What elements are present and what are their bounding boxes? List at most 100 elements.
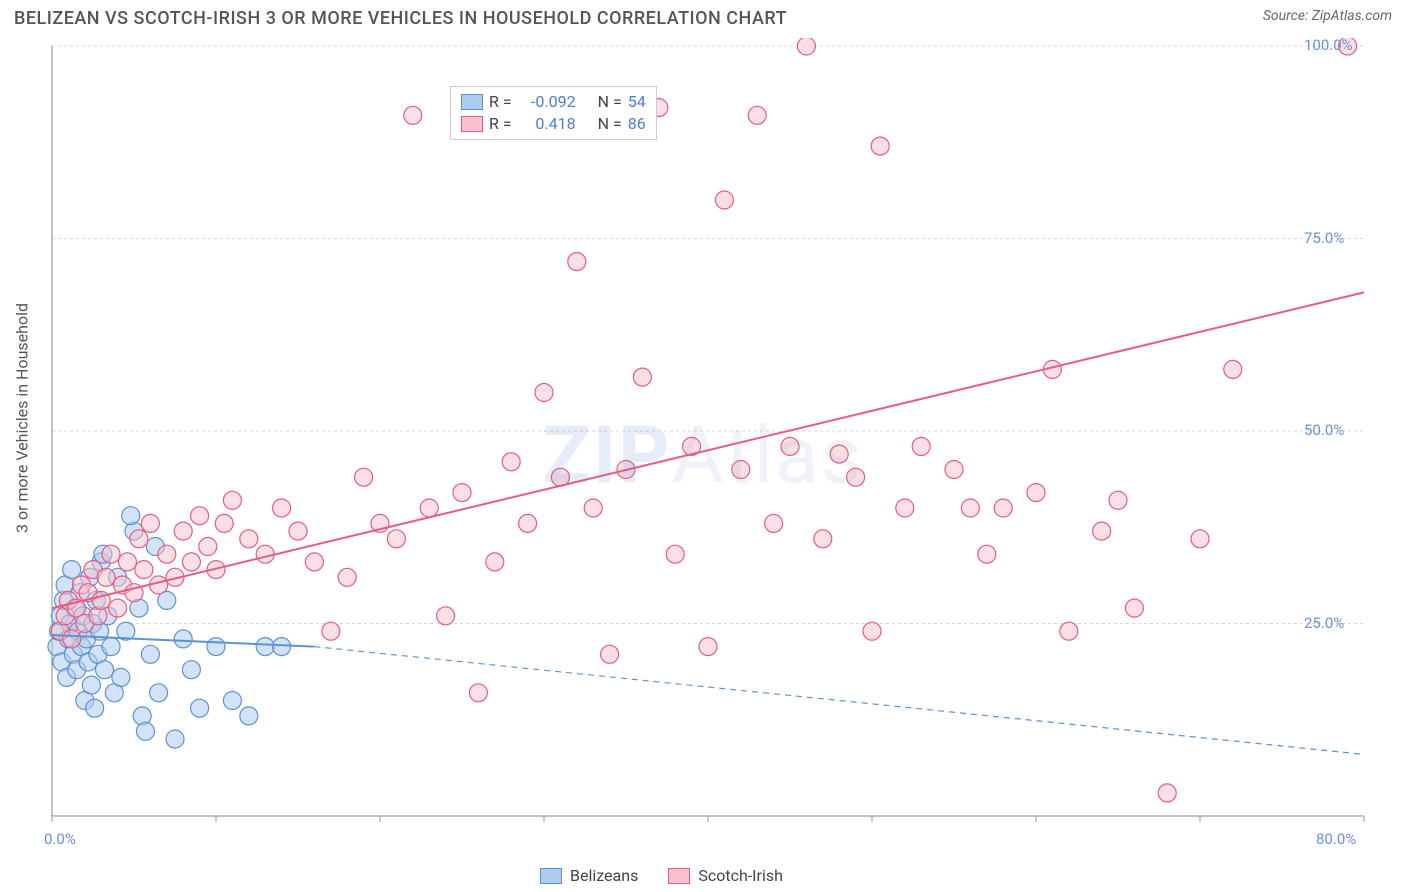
- chart-area: 3 or more Vehicles in Household ZIPAtlas…: [0, 38, 1406, 892]
- belizeans-point: [136, 722, 154, 740]
- legend-n-value: 54: [628, 91, 646, 113]
- scotch_irish-point: [601, 645, 619, 663]
- chart-header: BELIZEAN VS SCOTCH-IRISH 3 OR MORE VEHIC…: [0, 0, 1406, 33]
- belizeans-point: [273, 638, 291, 656]
- source-label: Source:: [1263, 8, 1308, 24]
- belizeans-point: [63, 561, 81, 579]
- legend-stat-row: R =-0.092N =54: [461, 91, 646, 113]
- legend-item: Scotch-Irish: [668, 866, 783, 885]
- scotch_irish-point: [863, 622, 881, 640]
- scotch_irish-point: [486, 553, 504, 571]
- belizeans-point: [141, 645, 159, 663]
- scotch_irish-point: [961, 499, 979, 517]
- source-value: ZipAtlas.com: [1312, 8, 1392, 24]
- scotch_irish-point: [699, 638, 717, 656]
- belizeans-point: [112, 668, 130, 686]
- scotch_irish-point: [814, 530, 832, 548]
- belizeans-point: [240, 707, 258, 725]
- scotch_irish-point: [502, 453, 520, 471]
- scotch_irish-point: [469, 684, 487, 702]
- scotch_irish-point: [322, 622, 340, 640]
- tick-label: 80.0%: [1316, 830, 1356, 848]
- scotch_irish-point: [584, 499, 602, 517]
- legend-n-value: 86: [628, 113, 646, 135]
- belizeans-point: [182, 661, 200, 679]
- legend-n-label: N =: [598, 113, 622, 135]
- legend-r-value: 0.418: [518, 113, 576, 135]
- scotch_irish-point: [273, 499, 291, 517]
- scotch_irish-point: [732, 461, 750, 479]
- scotch_irish-point: [748, 106, 766, 124]
- belizeans-point: [191, 699, 209, 717]
- tick-label: 50.0%: [1304, 421, 1344, 439]
- legend-swatch: [540, 868, 562, 884]
- belizeans-point: [102, 638, 120, 656]
- scotch_irish-point: [715, 191, 733, 209]
- scotch_irish-point: [182, 553, 200, 571]
- scotch_irish-point: [1027, 484, 1045, 502]
- scotch_irish-point: [945, 461, 963, 479]
- scotch_irish-point: [1093, 522, 1111, 540]
- belizeans-point: [174, 630, 192, 648]
- scotch_irish-point: [338, 568, 356, 586]
- scotch_irish-point: [666, 545, 684, 563]
- scotch_irish-point: [871, 137, 889, 155]
- scotch_irish-point: [1224, 360, 1242, 378]
- tick-label: 75.0%: [1304, 229, 1344, 247]
- tick-label: 25.0%: [1304, 614, 1344, 632]
- scotch_irish-point: [150, 576, 168, 594]
- belizeans-point: [223, 692, 241, 710]
- source: Source: ZipAtlas.com: [1263, 8, 1392, 24]
- scotch_irish-point: [199, 538, 217, 556]
- scotch_irish-point: [240, 530, 258, 548]
- belizeans-point: [82, 676, 100, 694]
- belizeans-point: [95, 661, 113, 679]
- scotch_irish-point: [912, 437, 930, 455]
- belizeans-point: [86, 699, 104, 717]
- scotch_irish-point: [1109, 491, 1127, 509]
- chart-title: BELIZEAN VS SCOTCH-IRISH 3 OR MORE VEHIC…: [14, 8, 787, 29]
- tick-label: 100.0%: [1304, 36, 1353, 54]
- scotch_irish-point: [519, 514, 537, 532]
- y-axis-label: 3 or more Vehicles in Household: [13, 303, 32, 533]
- belizeans-point: [256, 638, 274, 656]
- scotch_irish-point: [158, 545, 176, 563]
- scotch_irish-point: [97, 568, 115, 586]
- scotch_irish-point: [633, 368, 651, 386]
- scotch_irish-point: [896, 499, 914, 517]
- legend-stats: R =-0.092N =54R =0.418N =86: [450, 86, 657, 140]
- legend-item-label: Belizeans: [570, 866, 638, 885]
- scotch_irish-point: [215, 514, 233, 532]
- scotch_irish-point: [847, 468, 865, 486]
- legend-item-label: Scotch-Irish: [698, 866, 783, 885]
- scotch_irish-point: [223, 491, 241, 509]
- scotch_irish-point: [1158, 784, 1176, 802]
- scatter-plot-svg: [0, 38, 1406, 862]
- scotch_irish-point: [404, 106, 422, 124]
- scotch_irish-point: [797, 38, 815, 55]
- scotch_irish-point: [978, 545, 996, 563]
- scotch_irish-point: [130, 530, 148, 548]
- scotch_irish-point: [289, 522, 307, 540]
- scotch_irish-point: [1060, 622, 1078, 640]
- scotch_irish-point: [830, 445, 848, 463]
- scotch_irish-point: [1125, 599, 1143, 617]
- scotch_irish-point: [191, 507, 209, 525]
- belizeans-point: [166, 730, 184, 748]
- legend-n-label: N =: [598, 91, 622, 113]
- scotch_irish-trendline: [52, 292, 1364, 608]
- scotch_irish-point: [63, 630, 81, 648]
- scotch_irish-point: [781, 437, 799, 455]
- legend-swatch: [668, 868, 690, 884]
- legend-r-value: -0.092: [518, 91, 576, 113]
- scotch_irish-point: [453, 484, 471, 502]
- scotch_irish-point: [305, 553, 323, 571]
- legend-series: Belizeans Scotch-Irish: [540, 866, 783, 885]
- scotch_irish-point: [420, 499, 438, 517]
- belizeans-point: [207, 638, 225, 656]
- scotch_irish-point: [256, 545, 274, 563]
- belizeans-trendline-dashed: [314, 647, 1364, 755]
- scotch_irish-point: [568, 253, 586, 271]
- belizeans-point: [122, 507, 140, 525]
- legend-swatch: [461, 94, 483, 110]
